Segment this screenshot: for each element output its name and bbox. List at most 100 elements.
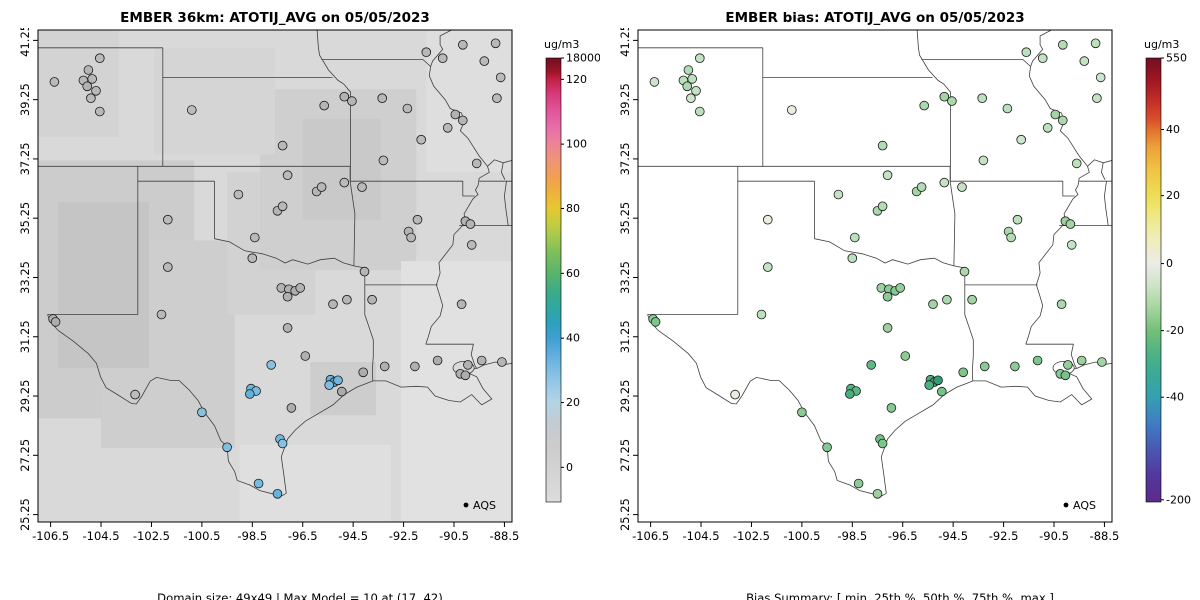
panel-bias: EMBER bias: ATOTIJ_AVG on 05/05/2023 -10… <box>600 0 1200 600</box>
aqs-station-point <box>319 100 330 111</box>
x-axis-tick-label: -106.5 <box>32 529 69 543</box>
aqs-station-point <box>479 56 490 66</box>
colorbar-tick-label: 20 <box>1166 189 1180 202</box>
aqs-station-point <box>342 294 352 305</box>
aqs-station-point <box>947 96 957 106</box>
model-field-patch <box>401 261 512 522</box>
aqs-station-point <box>324 380 335 390</box>
colorbar-tick-label: 100 <box>566 138 587 151</box>
aqs-station-point <box>730 389 740 400</box>
y-axis-tick-label: 31.25 <box>618 320 632 353</box>
aqs-station-point <box>1016 134 1027 145</box>
model-plot-title: EMBER 36km: ATOTIJ_AVG on 05/05/2023 <box>120 10 430 26</box>
aqs-station-point <box>872 488 883 499</box>
aqs-station-point <box>763 214 773 225</box>
aqs-station-point <box>1057 115 1068 126</box>
state-border-line <box>814 238 955 267</box>
aqs-station-point <box>316 182 327 192</box>
aqs-station-point <box>95 53 105 64</box>
colorbar-units-label: ug/m3 <box>544 38 579 51</box>
aqs-station-point <box>412 214 423 225</box>
state-border-line <box>1087 159 1112 167</box>
aqs-station-point <box>378 155 389 166</box>
aqs-station-point <box>1056 299 1067 310</box>
aqs-station-point <box>358 367 369 378</box>
aqs-station-point <box>939 177 950 188</box>
aqs-station-point <box>687 74 697 84</box>
aqs-station-point <box>339 91 350 102</box>
x-axis-tick-label: -98.5 <box>237 529 267 543</box>
state-border-line <box>953 265 974 381</box>
aqs-station-point <box>877 201 888 212</box>
aqs-station-point <box>847 253 858 264</box>
y-axis-tick-label: 41.25 <box>618 28 632 57</box>
aqs-station-point <box>328 299 338 310</box>
state-border-line <box>321 59 431 67</box>
aqs-station-point <box>277 201 288 212</box>
aqs-station-point <box>336 386 347 397</box>
aqs-station-point <box>357 182 367 192</box>
aqs-station-point <box>421 47 432 58</box>
aqs-station-point <box>979 361 990 372</box>
aqs-station-point <box>691 85 701 96</box>
aqs-station-point <box>882 170 893 181</box>
y-axis-tick-label: 35.25 <box>18 202 32 235</box>
aqs-station-point <box>1066 240 1077 250</box>
aqs-station-point <box>471 158 482 169</box>
aqs-station-point <box>1092 93 1102 103</box>
x-axis-tick-label: -90.5 <box>439 529 469 543</box>
x-axis-tick-label: -90.5 <box>1039 529 1069 543</box>
aqs-station-point <box>497 357 507 367</box>
state-border-line <box>425 343 478 369</box>
aqs-station-point <box>367 294 377 305</box>
aqs-station-point <box>958 367 969 378</box>
aqs-station-point <box>495 72 506 83</box>
aqs-station-point <box>410 361 420 372</box>
colorbar-tick-label: 20 <box>566 396 580 409</box>
aqs-station-point <box>1095 72 1106 83</box>
legend-label: AQS <box>473 499 496 512</box>
aqs-station-point <box>272 488 283 499</box>
model-caption: Domain size: 49x49 | Max Model = 10 at (… <box>0 558 600 600</box>
bias-caption: Bias Summary: [ min, 25th %, 50th %, 75t… <box>600 558 1200 600</box>
aqs-station-point <box>82 81 92 92</box>
aqs-station-point <box>978 155 989 166</box>
aqs-station-point <box>83 65 94 75</box>
y-axis-tick-label: 39.25 <box>18 83 32 116</box>
aqs-station-point <box>277 438 288 449</box>
plot-box <box>637 29 1113 523</box>
state-border-line <box>880 380 973 494</box>
aqs-station-point <box>1090 38 1101 49</box>
aqs-station-point <box>1021 47 1032 58</box>
state-border-line <box>476 361 512 369</box>
x-axis-tick-label: -96.5 <box>888 529 918 543</box>
y-axis-tick-label: 41.25 <box>18 28 32 57</box>
x-axis-tick-label: -94.5 <box>938 529 968 543</box>
aqs-station-point <box>1076 355 1087 366</box>
aqs-station-point <box>91 85 101 96</box>
state-border-line <box>280 380 373 494</box>
aqs-station-point <box>919 100 930 111</box>
aqs-station-point <box>853 478 864 489</box>
colorbar-tick-label: 40 <box>1166 123 1180 136</box>
aqs-station-point <box>1097 357 1107 367</box>
legend-label: AQS <box>1073 499 1096 512</box>
aqs-station-point <box>649 77 660 87</box>
y-axis-tick-label: 31.25 <box>18 320 32 353</box>
aqs-station-point <box>465 219 476 229</box>
state-border-line <box>1025 343 1078 369</box>
aqs-station-point <box>406 232 416 243</box>
aqs-station-point <box>895 283 906 293</box>
colorbar-tick-label: -40 <box>1166 391 1184 404</box>
aqs-station-point <box>476 355 487 366</box>
colorbar-tick-label: 80 <box>566 202 580 215</box>
y-axis-tick-label: 27.25 <box>618 439 632 472</box>
y-axis-tick-label: 25.25 <box>618 498 632 531</box>
aqs-station-point <box>463 360 473 370</box>
aqs-station-point <box>457 39 468 50</box>
aqs-station-point <box>432 355 443 366</box>
aqs-station-point <box>339 177 350 188</box>
aqs-station-point <box>492 93 502 103</box>
aqs-station-point <box>442 123 453 133</box>
aqs-station-point <box>797 407 807 418</box>
